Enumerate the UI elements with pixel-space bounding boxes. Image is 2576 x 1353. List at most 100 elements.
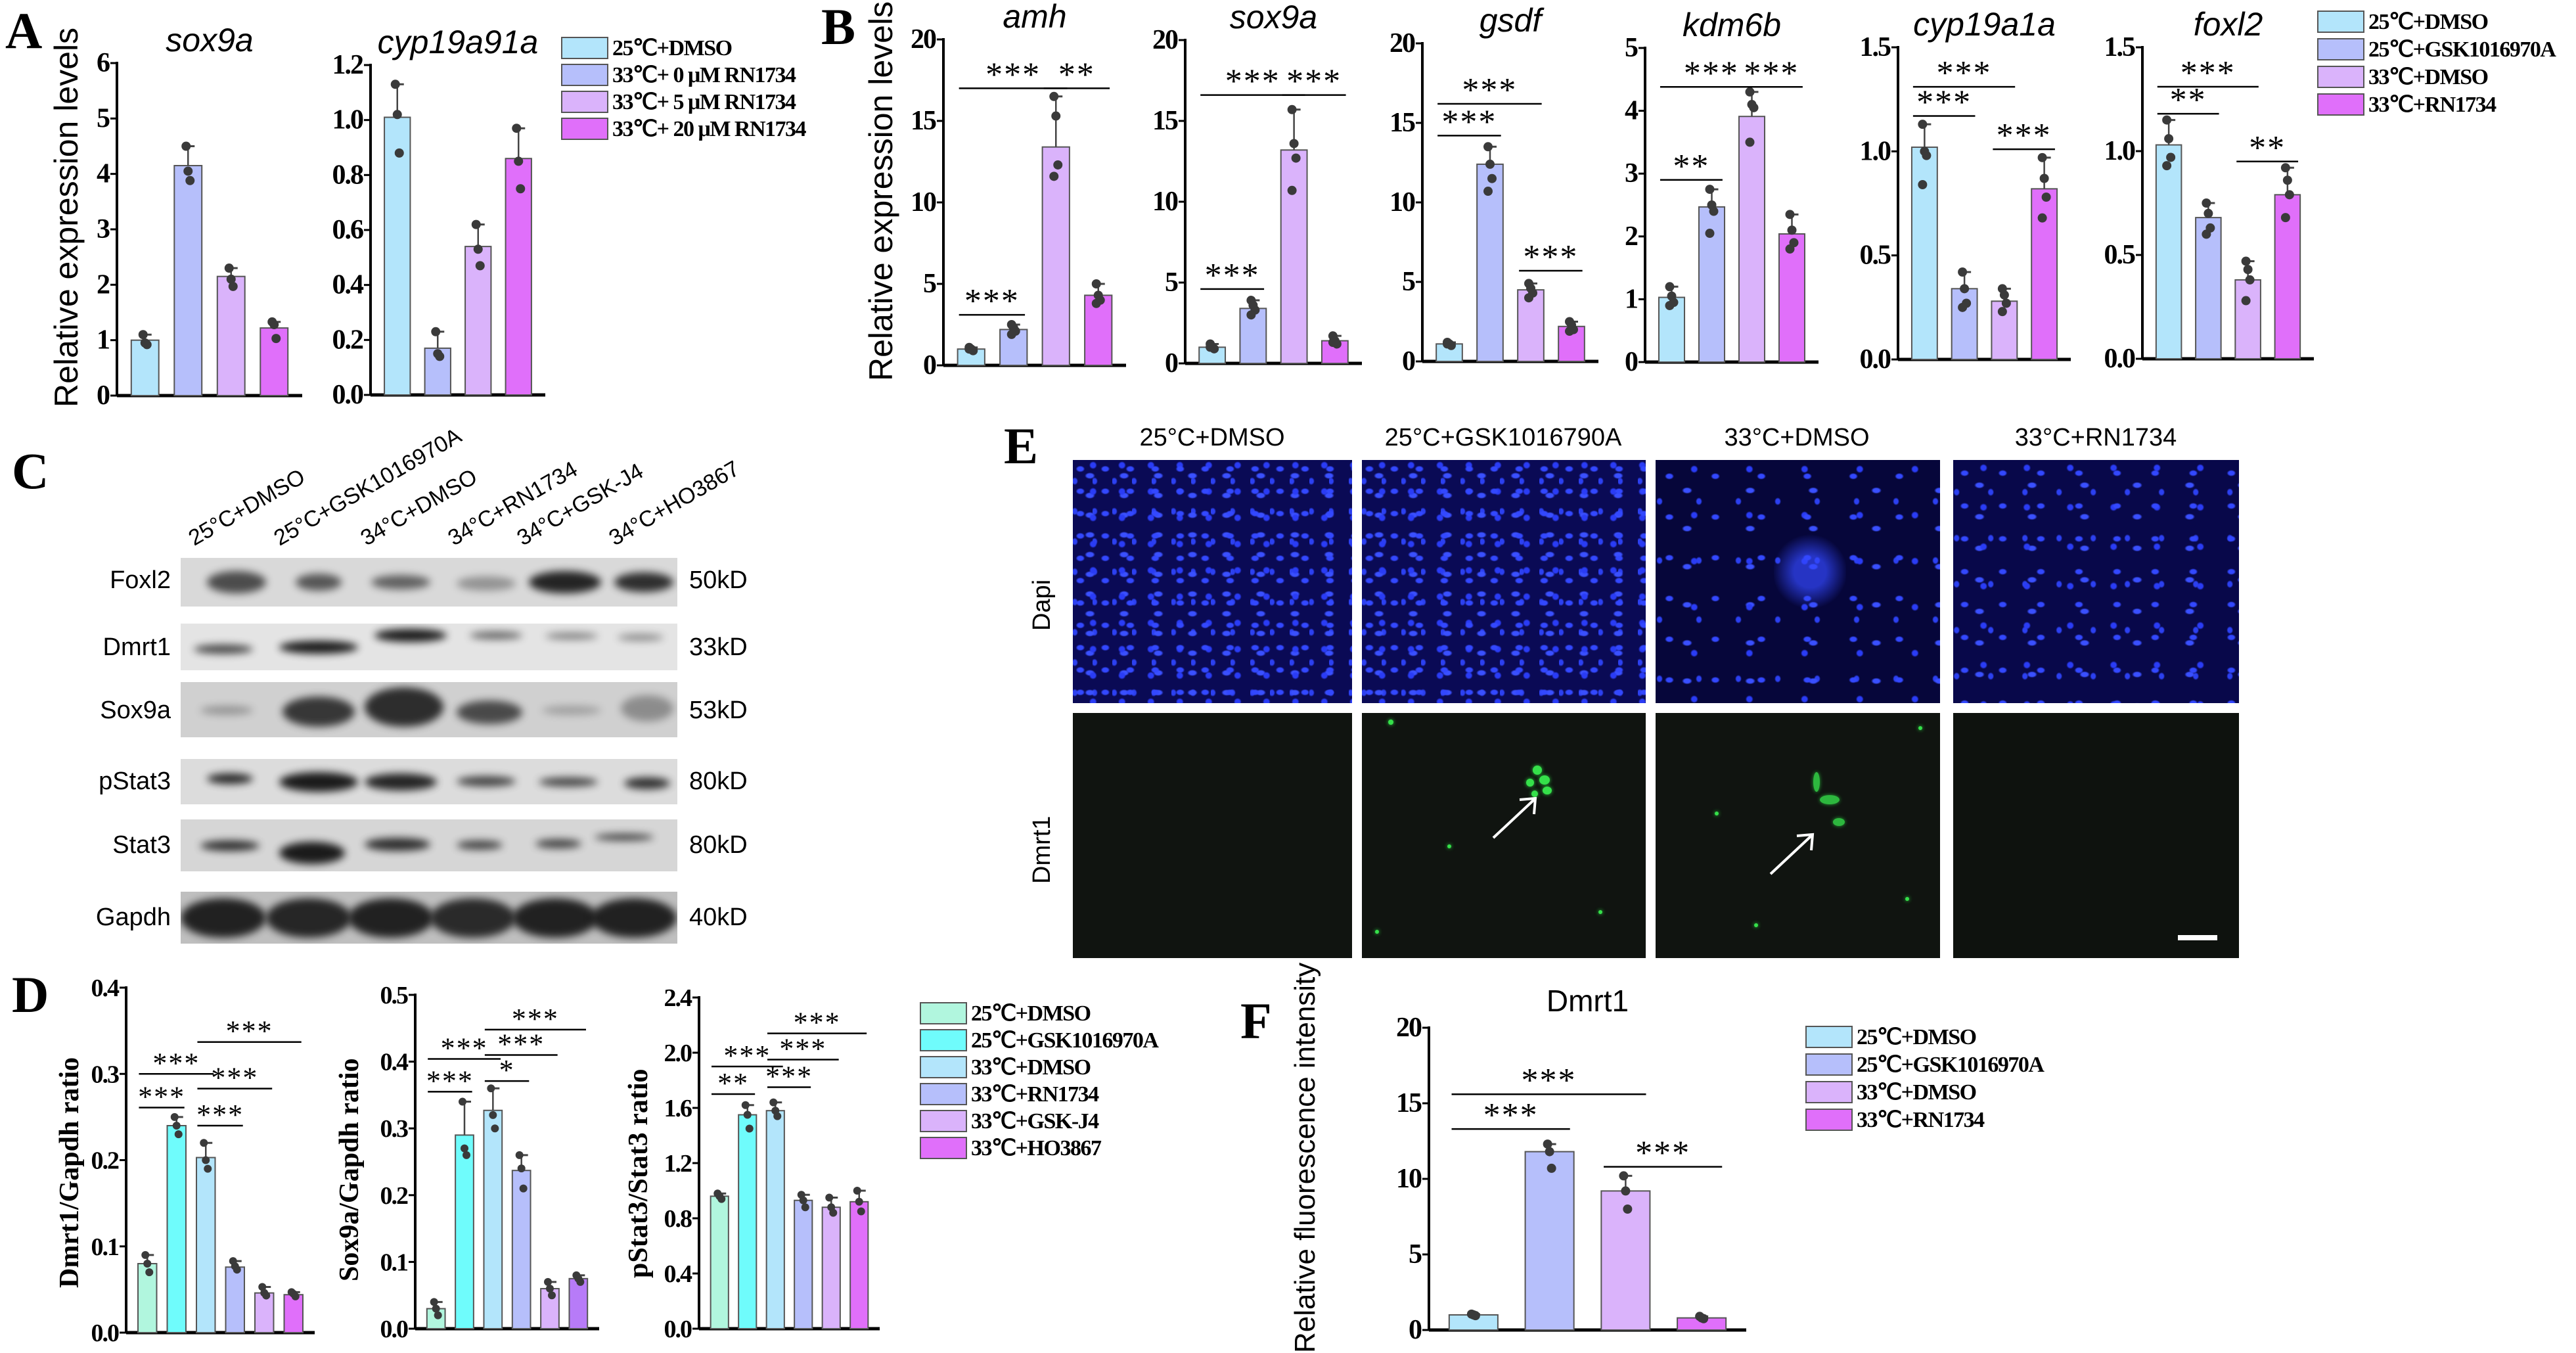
legend-swatch	[2317, 11, 2364, 33]
data-point	[769, 1098, 778, 1107]
dapi-image-33c-rn1734	[1953, 460, 2239, 703]
data-point	[226, 274, 236, 284]
dmrt1-image-25c-dmso	[1073, 713, 1352, 958]
panel-label-c: C	[12, 442, 49, 499]
significance-label: ***	[794, 1007, 841, 1039]
bar	[283, 1294, 304, 1333]
data-point	[515, 1151, 524, 1159]
data-point	[1665, 282, 1675, 292]
data-point	[394, 148, 404, 158]
blot-kd-label: 50kD	[689, 566, 748, 594]
y-tick-label: 2	[97, 269, 110, 300]
legend-item: 25℃+GSK1016970A	[2317, 37, 2556, 62]
data-point	[435, 352, 445, 361]
y-tick-label: 5	[1402, 267, 1415, 297]
dmrt1-image-33c-dmso	[1656, 713, 1940, 958]
legend-swatch	[561, 118, 608, 140]
data-point	[1997, 307, 2007, 317]
legend-swatch	[920, 1029, 967, 1051]
legend-label: 33℃+RN1734	[2368, 93, 2497, 117]
chart-title: cyp19a1a	[1913, 6, 2056, 43]
bar	[1280, 149, 1308, 364]
y-tick-label: 0.6	[332, 215, 364, 245]
bar	[2195, 217, 2222, 359]
data-point	[1547, 1163, 1556, 1173]
significance-label: ***	[1522, 1062, 1577, 1099]
chart-d2: 0.00.10.20.30.40.5*************	[380, 982, 599, 1343]
data-point	[1483, 142, 1493, 152]
legend-item: 25℃+GSK1016970A	[920, 1028, 1159, 1053]
legend-swatch	[2317, 66, 2364, 88]
legend-label: 25℃+DMSO	[2368, 10, 2489, 34]
y-tick-label: 15	[1390, 108, 1415, 138]
bar	[2234, 279, 2261, 360]
data-point	[516, 184, 526, 194]
data-point	[1960, 284, 1970, 294]
y-tick-label: 1.0	[1860, 136, 1891, 166]
significance-label: ***	[1205, 257, 1260, 294]
data-point	[2280, 163, 2290, 173]
significance-label: **	[2249, 129, 2286, 167]
y-tick-label: 1.5	[1860, 32, 1891, 62]
y-tick-label: 5	[1625, 33, 1638, 63]
bar	[765, 1110, 785, 1329]
legend-item: 33℃+HO3867	[920, 1136, 1102, 1160]
y-tick-label: 0.4	[664, 1260, 693, 1288]
data-point	[1206, 342, 1215, 352]
significance-label: **	[717, 1067, 749, 1099]
bar	[173, 165, 203, 396]
blot-row-label: Foxl2	[110, 566, 171, 594]
significance-label: ***	[765, 1061, 813, 1093]
legend-item: 33℃+ 5 μM RN1734	[561, 90, 796, 114]
data-point	[1999, 290, 2009, 300]
data-point	[475, 261, 485, 271]
y-tick-label: 0.0	[1860, 344, 1891, 375]
bar	[1738, 116, 1766, 363]
significance-label: ***	[779, 1033, 826, 1065]
data-point	[1621, 1186, 1631, 1196]
legend-label: 33℃+DMSO	[2368, 65, 2489, 89]
significance-label: ***	[1483, 1097, 1539, 1134]
data-point	[202, 1156, 210, 1164]
data-point	[1787, 225, 1797, 235]
y-tick-label: 0.4	[91, 975, 120, 1002]
data-point	[514, 156, 524, 166]
data-point	[459, 1097, 466, 1106]
legend-item: 33℃+DMSO	[2317, 65, 2489, 89]
y-tick-label: 0	[97, 380, 110, 411]
significance-label: ***	[1937, 55, 1992, 92]
data-point	[390, 80, 400, 89]
chart-d1: 0.00.10.20.30.4***************	[91, 975, 315, 1347]
data-point	[2166, 152, 2176, 162]
legend-swatch	[2317, 93, 2364, 116]
data-point	[431, 327, 441, 336]
bar	[455, 1134, 474, 1329]
data-point	[141, 1250, 150, 1259]
data-point	[491, 1124, 499, 1133]
chart-a2: cyp19a91a 0.0 0.2 0.4 0.6 0.8 1.0 1.2	[332, 24, 545, 410]
data-point	[463, 1151, 470, 1159]
data-point	[487, 1084, 495, 1093]
significance-label: **	[1673, 148, 1709, 185]
y-tick-label: 1.6	[664, 1095, 692, 1122]
y-tick-label: 0.2	[380, 1182, 409, 1210]
scale-bar	[2178, 935, 2217, 940]
legend-swatch	[561, 64, 608, 86]
significance-label: ***	[441, 1032, 488, 1065]
legend-item: 33℃+ 0 μM RN1734	[561, 63, 796, 87]
data-point	[1006, 329, 1016, 339]
legend-label: 33℃+RN1734	[971, 1082, 1099, 1107]
significance-label: ***	[1441, 103, 1497, 141]
data-point	[145, 1268, 154, 1277]
y-tick-label: 0.0	[664, 1316, 692, 1343]
legend-swatch	[1805, 1109, 1853, 1131]
data-point	[1785, 210, 1795, 219]
data-point	[1705, 229, 1715, 239]
data-point	[512, 124, 522, 133]
data-point	[1470, 1311, 1480, 1321]
panel-label-b: B	[821, 0, 856, 55]
data-point	[262, 1291, 271, 1300]
